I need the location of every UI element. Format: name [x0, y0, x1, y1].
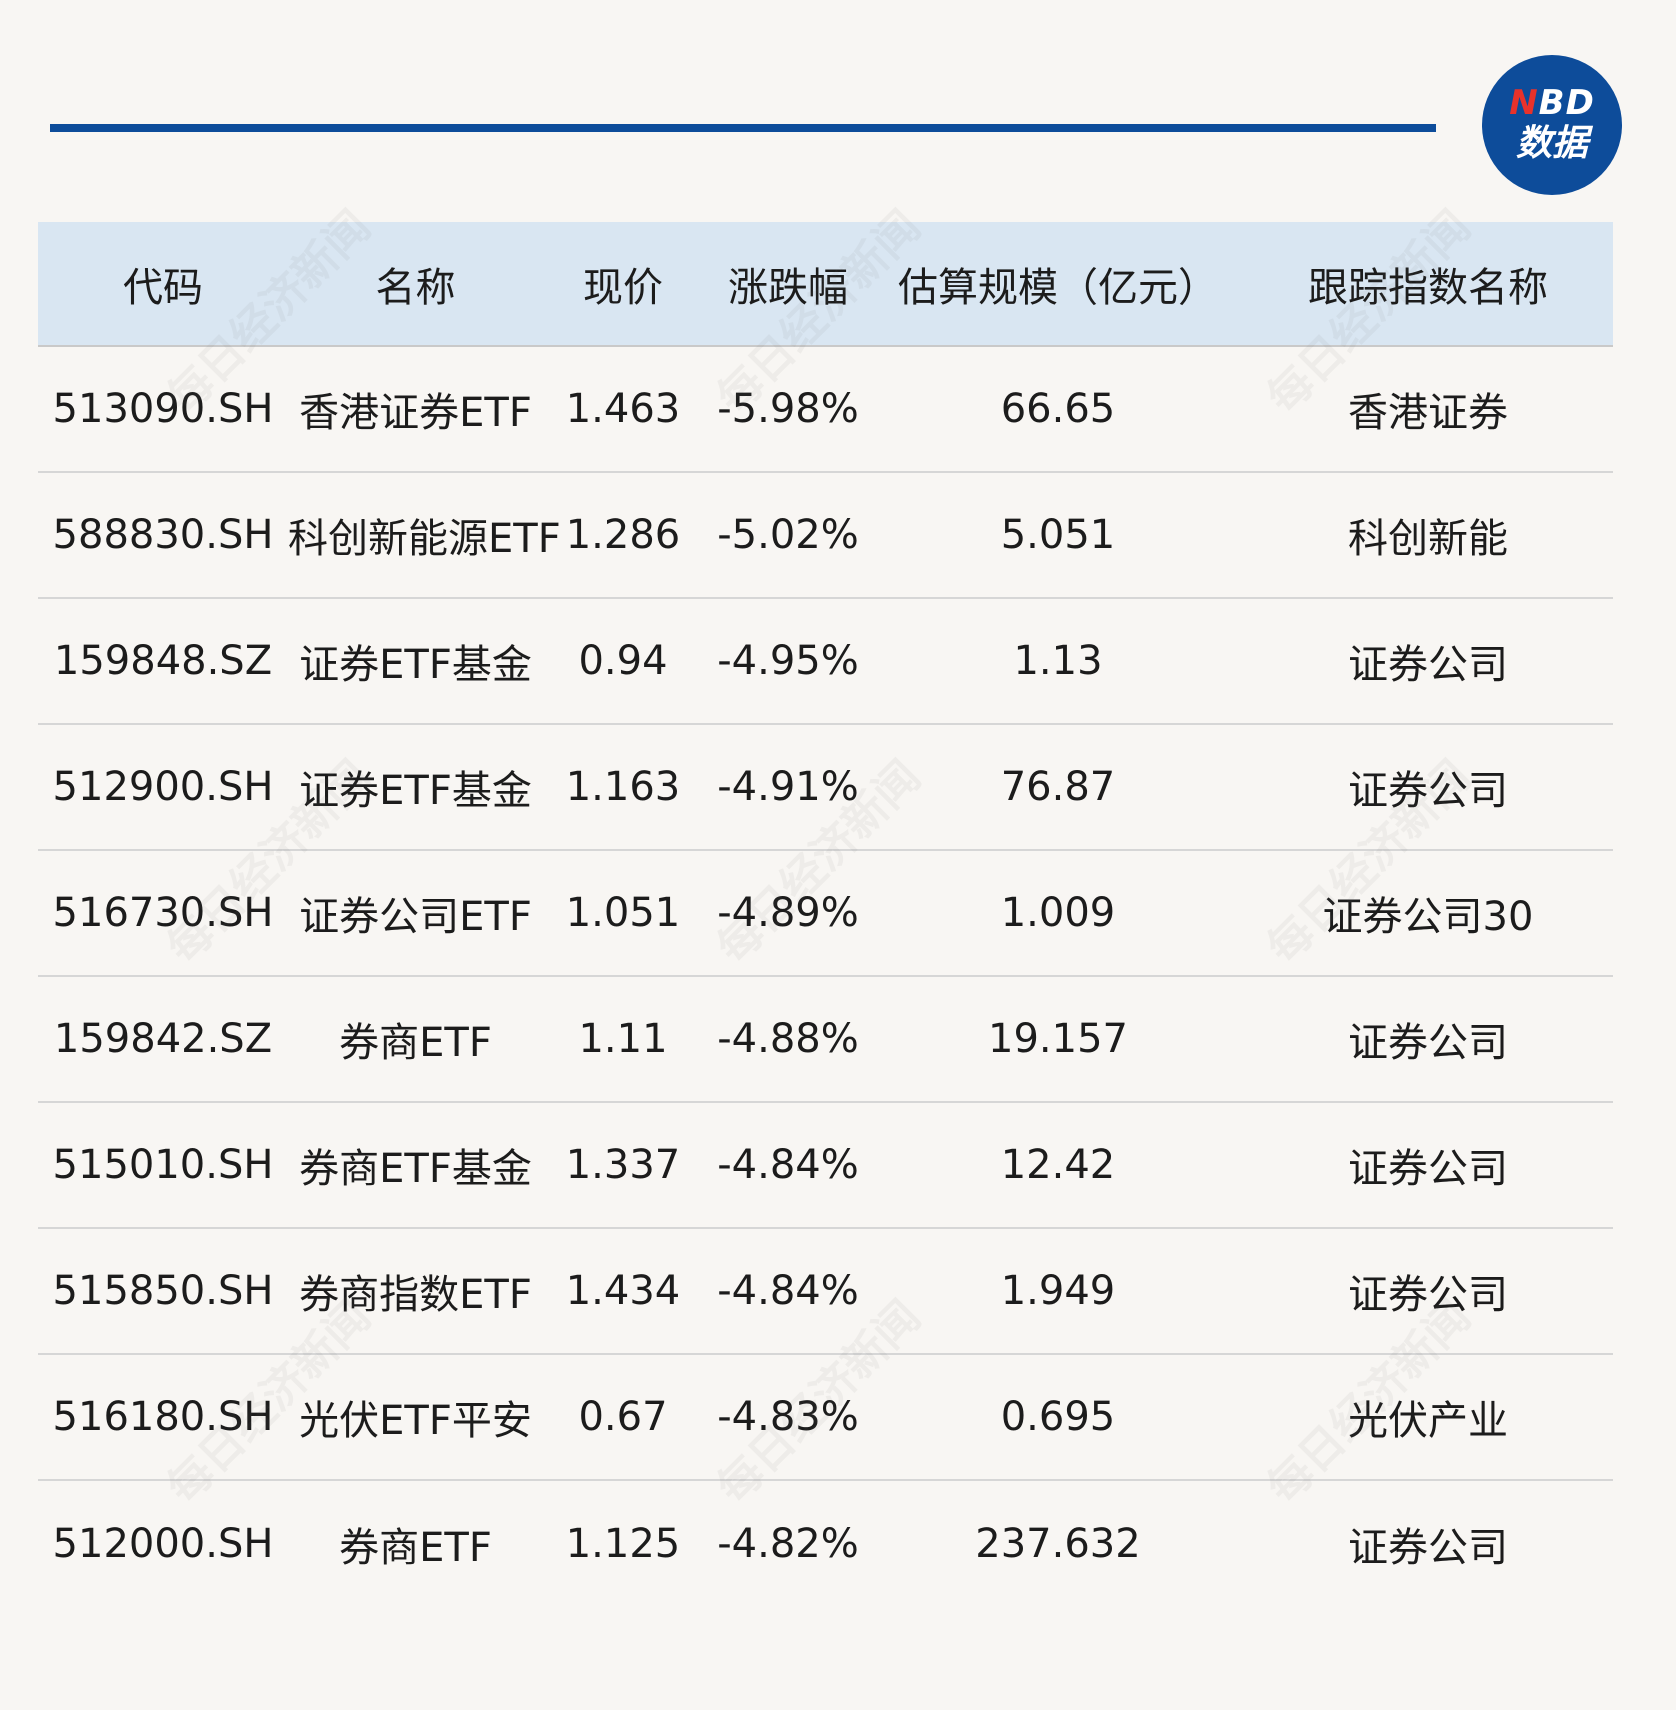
cell-scale: 19.157	[873, 976, 1243, 1103]
cell-price: 1.125	[565, 1520, 681, 1567]
cell-index: 证券公司	[1243, 724, 1613, 851]
cell-scale: 76.87	[873, 724, 1243, 851]
cell-change: -4.84%	[703, 1102, 873, 1229]
column-header-index: 跟踪指数名称	[1243, 222, 1613, 347]
table-row: 513090.SH 香港证券ETF 1.463 -5.98% 66.65 香港证券	[38, 346, 1613, 473]
cell-change: -4.88%	[703, 976, 873, 1103]
cell-name: 券商ETF	[288, 976, 543, 1103]
cell-price: 1.337	[543, 1102, 703, 1229]
cell-code: 515010.SH	[38, 1102, 288, 1229]
cell-index: 证券公司	[1348, 1524, 1508, 1571]
cell-price: 1.434	[543, 1228, 703, 1355]
cell-code: 515850.SH	[38, 1228, 288, 1355]
cell-index: 证券公司	[1243, 1228, 1613, 1355]
cell-name: 券商指数ETF	[288, 1228, 543, 1355]
cell-name: 香港证券ETF	[288, 346, 543, 473]
cell-scale: 66.65	[873, 346, 1243, 473]
cell-price: 0.94	[543, 598, 703, 725]
table-row: 512000.SH 券商ETF 1.125 -4.82% 237.632 证券公司	[38, 1480, 1613, 1606]
cell-code: 159848.SZ	[38, 598, 288, 725]
table-row: 512900.SH 证券ETF基金 1.163 -4.91% 76.87 证券公司	[38, 724, 1613, 851]
column-header-change: 涨跌幅	[703, 222, 873, 347]
cell-name: 证券公司ETF	[288, 850, 543, 977]
logo-wordmark: NBD	[1509, 83, 1595, 123]
table-header-row: 代码 名称 现价 涨跌幅 估算规模（亿元） 跟踪指数名称	[38, 222, 1613, 347]
cell-index: 证券公司	[1243, 598, 1613, 725]
cell-change: -4.82%	[717, 1520, 859, 1567]
column-header-price: 现价	[543, 222, 703, 347]
cell-code: 516180.SH	[38, 1354, 288, 1481]
cell-scale: 1.009	[873, 850, 1243, 977]
table-row: 515010.SH 券商ETF基金 1.337 -4.84% 12.42 证券公司	[38, 1102, 1613, 1229]
cell-name: 券商ETF基金	[288, 1102, 543, 1229]
cell-scale: 0.695	[873, 1354, 1243, 1481]
cell-name: 科创新能源ETF	[288, 472, 561, 599]
cell-change: -4.95%	[703, 598, 873, 725]
cell-code: 159842.SZ	[38, 976, 288, 1103]
cell-change: -5.02%	[703, 472, 873, 599]
table-body: 513090.SH 香港证券ETF 1.463 -5.98% 66.65 香港证券 5888…	[38, 346, 1613, 1606]
cell-scale: 1.949	[873, 1228, 1243, 1355]
cell-index: 证券公司	[1243, 1102, 1613, 1229]
cell-change: -4.83%	[703, 1354, 873, 1481]
cell-name: 证券ETF基金	[288, 724, 543, 851]
cell-index: 证券公司	[1243, 976, 1613, 1103]
cell-index: 科创新能	[1243, 472, 1613, 599]
column-header-name: 名称	[288, 222, 543, 347]
cell-code: 516730.SH	[38, 850, 288, 977]
cell-change: -4.91%	[703, 724, 873, 851]
cell-price: 1.11	[543, 976, 703, 1103]
cell-index: 光伏产业	[1243, 1354, 1613, 1481]
cell-scale: 237.632	[975, 1520, 1141, 1567]
cell-change: -4.84%	[703, 1228, 873, 1355]
cell-price: 1.163	[543, 724, 703, 851]
cell-name: 光伏ETF平安	[288, 1354, 543, 1481]
table-row: 516730.SH 证券公司ETF 1.051 -4.89% 1.009 证券公司30	[38, 850, 1613, 977]
cell-scale: 5.051	[873, 472, 1243, 599]
cell-change: -4.89%	[703, 850, 873, 977]
cell-scale: 12.42	[873, 1102, 1243, 1229]
column-header-scale: 估算规模（亿元）	[873, 222, 1243, 347]
cell-index: 证券公司30	[1243, 850, 1613, 977]
logo-subtitle: 数据	[1515, 123, 1588, 164]
etf-decline-table: 代码 名称 现价 涨跌幅 估算规模（亿元） 跟踪指数名称 513090.SH 香港…	[38, 222, 1613, 1606]
table-row: 159842.SZ 券商ETF 1.11 -4.88% 19.157 证券公司	[38, 976, 1613, 1103]
cell-code: 512000.SH	[52, 1520, 274, 1567]
cell-scale: 1.13	[873, 598, 1243, 725]
cell-name: 券商ETF	[339, 1524, 492, 1571]
nbd-data-logo: NBD 数据	[1482, 55, 1622, 195]
cell-code: 513090.SH	[38, 346, 288, 473]
cell-change: -5.98%	[703, 346, 873, 473]
table-row: 159848.SZ 证券ETF基金 0.94 -4.95% 1.13 证券公司	[38, 598, 1613, 725]
title-divider	[50, 124, 1436, 132]
table-row: 516180.SH 光伏ETF平安 0.67 -4.83% 0.695 光伏产业	[38, 1354, 1613, 1481]
cell-name: 证券ETF基金	[288, 598, 543, 725]
column-header-code: 代码	[38, 222, 288, 347]
table-row: 515850.SH 券商指数ETF 1.434 -4.84% 1.949 证券公司	[38, 1228, 1613, 1355]
cell-price: 1.051	[543, 850, 703, 977]
table-row: 588830.SH 科创新能源ETF 1.286 -5.02% 5.051 科创新能	[38, 472, 1613, 599]
cell-code: 512900.SH	[38, 724, 288, 851]
cell-price: 1.286	[543, 472, 703, 599]
cell-price: 1.463	[543, 346, 703, 473]
cell-price: 0.67	[543, 1354, 703, 1481]
cell-index: 香港证券	[1243, 346, 1613, 473]
cell-code: 588830.SH	[38, 472, 288, 599]
